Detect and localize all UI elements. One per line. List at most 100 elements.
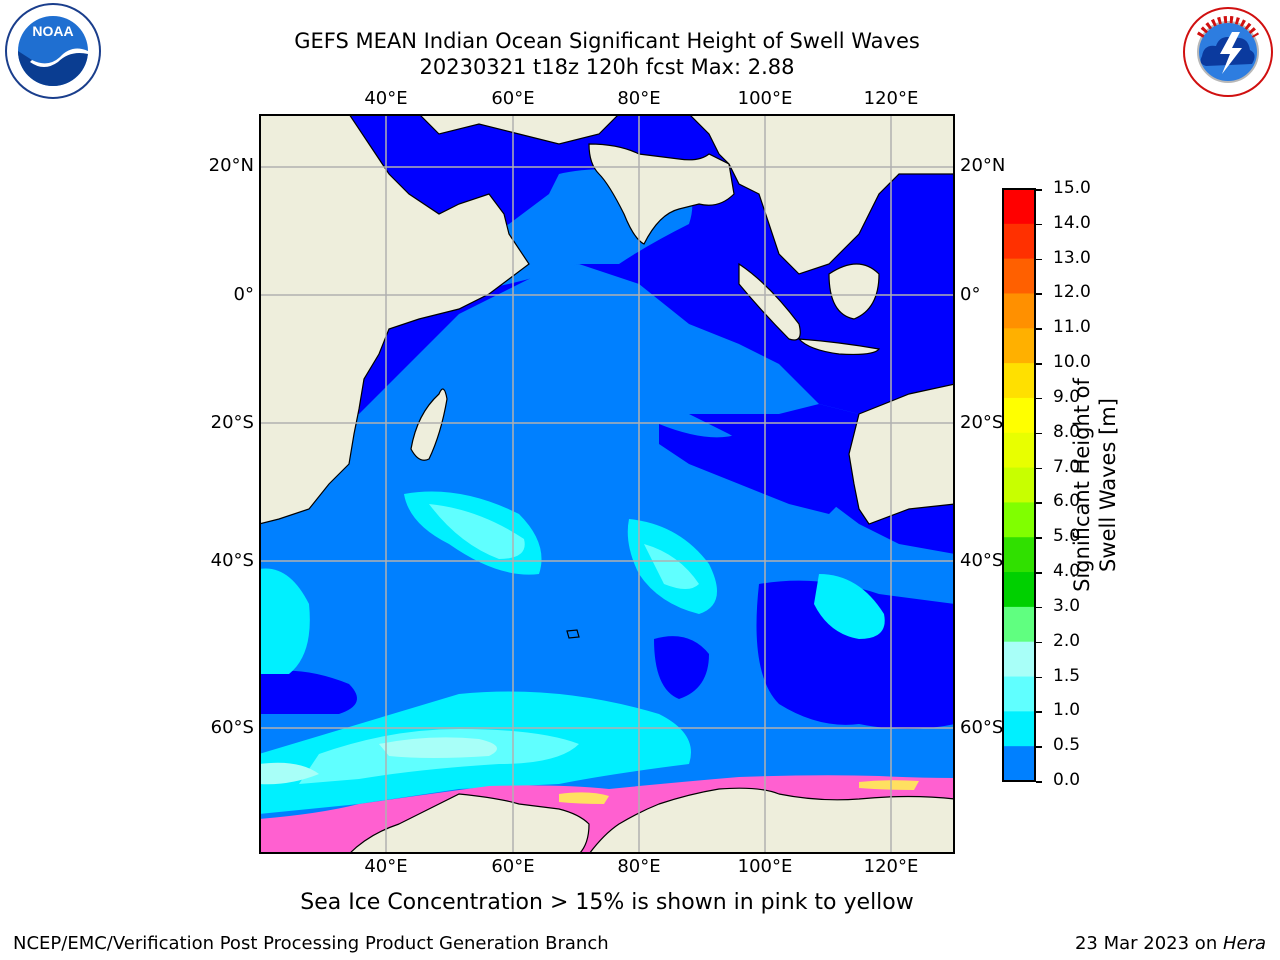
land-madagascar bbox=[410, 388, 448, 461]
land-kerguelen bbox=[566, 629, 580, 639]
lon-label-top-40e: 40°E bbox=[364, 88, 408, 109]
colorbar-cell bbox=[1003, 676, 1035, 712]
swell-region-0-0.5-southeast bbox=[756, 580, 955, 729]
colorbar-cell bbox=[1003, 223, 1035, 260]
colorbar-cell bbox=[1003, 363, 1035, 399]
land-australia bbox=[848, 383, 955, 525]
lon-label-top-120e: 120°E bbox=[863, 88, 919, 109]
nws-logo bbox=[1180, 6, 1276, 98]
sea-ice-note: Sea Ice Concentration > 15% is shown in … bbox=[300, 890, 914, 915]
lon-label-bottom-40e: 40°E bbox=[364, 856, 408, 877]
map-plot bbox=[259, 114, 955, 854]
colorbar-tick-mark bbox=[1036, 258, 1042, 261]
colorbar-cell bbox=[1003, 397, 1035, 434]
colorbar-tick-mark bbox=[1036, 363, 1042, 365]
swell-region-2-3-southwest bbox=[259, 762, 319, 785]
sea-ice-yellow bbox=[559, 780, 919, 804]
swell-region-0-0.5-south-central bbox=[654, 636, 709, 699]
colorbar-cell bbox=[1003, 746, 1035, 782]
land-borneo bbox=[828, 263, 880, 320]
colorbar-tick-label: 0.0 bbox=[1053, 770, 1081, 790]
swell-region-1-1.5-west bbox=[259, 568, 310, 674]
colorbar-tick-label: 2.0 bbox=[1053, 630, 1081, 651]
colorbar-tick-mark bbox=[1036, 641, 1042, 644]
lat-label-left-20s: 20°S bbox=[210, 412, 254, 433]
lon-label-top-100e: 100°E bbox=[737, 88, 793, 109]
colorbar-tick-mark bbox=[1036, 781, 1042, 783]
colorbar-tick-mark bbox=[1036, 711, 1042, 713]
colorbar-tick-mark bbox=[1036, 537, 1042, 539]
lat-label-right-20s: 20°S bbox=[960, 412, 1004, 433]
lon-label-bottom-100e: 100°E bbox=[737, 856, 793, 877]
lat-label-left-40s: 40°S bbox=[210, 550, 254, 571]
chart-subtitle: 20230321 t18z 120h fcst Max: 2.88 bbox=[419, 55, 795, 79]
colorbar-tick-label: 3.0 bbox=[1053, 595, 1081, 616]
colorbar-cell bbox=[1003, 293, 1035, 329]
colorbar-cell bbox=[1003, 606, 1035, 643]
land-arabia-top bbox=[359, 114, 620, 145]
colorbar-tick-mark bbox=[1036, 397, 1042, 400]
colorbar-cell bbox=[1003, 432, 1035, 469]
colorbar-tick-label: 6.0 bbox=[1053, 491, 1081, 512]
chart-title: GEFS MEAN Indian Ocean Significant Heigh… bbox=[294, 29, 920, 53]
lat-label-left-20n: 20°N bbox=[208, 155, 254, 176]
colorbar-tick-label: 4.0 bbox=[1053, 561, 1081, 582]
colorbar-cell bbox=[1003, 189, 1035, 225]
lat-label-right-0: 0° bbox=[960, 284, 981, 305]
swell-region-0-0.5-southwest bbox=[259, 670, 357, 714]
swell-region-1.5-2-central bbox=[429, 504, 525, 559]
colorbar-tick-mark bbox=[1036, 189, 1042, 191]
colorbar-tick-label: 10.0 bbox=[1053, 352, 1091, 373]
colorbar-tick-mark bbox=[1036, 746, 1042, 748]
footer-date: 23 Mar 2023 on Hera bbox=[1075, 933, 1266, 954]
land-antarctica bbox=[348, 787, 955, 854]
swell-region-2-3-south bbox=[379, 737, 497, 758]
lon-label-bottom-120e: 120°E bbox=[863, 856, 919, 877]
colorbar-tick-mark bbox=[1036, 467, 1042, 470]
footer-date-text: 23 Mar 2023 on bbox=[1074, 933, 1223, 954]
colorbar-tick-mark bbox=[1036, 223, 1042, 226]
lat-label-right-20n: 20°N bbox=[960, 155, 1006, 176]
colorbar-tick-mark bbox=[1036, 328, 1042, 330]
lat-label-right-40s: 40°S bbox=[960, 550, 1004, 571]
colorbar-cell bbox=[1003, 537, 1035, 573]
swell-region-1-1.5-east bbox=[814, 574, 885, 639]
colorbar-tick-label: 12.0 bbox=[1053, 282, 1091, 303]
colorbar bbox=[1002, 188, 1036, 782]
colorbar-tick-mark bbox=[1036, 293, 1042, 295]
colorbar-cell bbox=[1003, 711, 1035, 747]
colorbar-tick-label: 11.0 bbox=[1053, 317, 1091, 338]
lat-label-left-0: 0° bbox=[233, 284, 254, 305]
colorbar-cell bbox=[1003, 258, 1035, 294]
noaa-logo-text: NOAA bbox=[32, 23, 73, 39]
lat-label-left-60s: 60°S bbox=[210, 717, 254, 738]
map-frame bbox=[259, 114, 955, 854]
land-africa-arabia bbox=[259, 114, 530, 525]
colorbar-title: Significant Height of Swell Waves [m] bbox=[1070, 378, 1120, 592]
colorbar-tick-label: 0.5 bbox=[1053, 735, 1081, 756]
colorbar-tick-label: 13.0 bbox=[1053, 247, 1091, 268]
lon-label-bottom-60e: 60°E bbox=[491, 856, 535, 877]
lon-label-top-80e: 80°E bbox=[617, 88, 661, 109]
land-java bbox=[797, 338, 881, 356]
colorbar-tick-label: 7.0 bbox=[1053, 456, 1081, 477]
colorbar-cell bbox=[1003, 641, 1035, 678]
lon-label-bottom-80e: 80°E bbox=[617, 856, 661, 877]
colorbar-tick-mark bbox=[1036, 676, 1042, 679]
colorbar-tick-label: 15.0 bbox=[1053, 178, 1091, 198]
colorbar-tick-mark bbox=[1036, 502, 1042, 504]
lon-label-top-60e: 60°E bbox=[491, 88, 535, 109]
swell-region-0-0.5-australia-west bbox=[659, 424, 849, 514]
land-se-asia bbox=[688, 114, 955, 275]
colorbar-tick-label: 5.0 bbox=[1053, 526, 1081, 547]
colorbar-cell bbox=[1003, 502, 1035, 538]
colorbar-tick-mark bbox=[1036, 606, 1042, 609]
swell-region-1.5-2-center-east bbox=[644, 544, 699, 589]
footer-credit: NCEP/EMC/Verification Post Processing Pr… bbox=[13, 933, 609, 954]
footer-machine: Hera bbox=[1222, 933, 1266, 954]
land-india bbox=[588, 143, 735, 245]
colorbar-tick-mark bbox=[1036, 572, 1042, 574]
colorbar-tick-label: 8.0 bbox=[1053, 421, 1081, 442]
noaa-logo: NOAA bbox=[2, 2, 104, 100]
colorbar-tick-label: 1.5 bbox=[1053, 665, 1081, 686]
